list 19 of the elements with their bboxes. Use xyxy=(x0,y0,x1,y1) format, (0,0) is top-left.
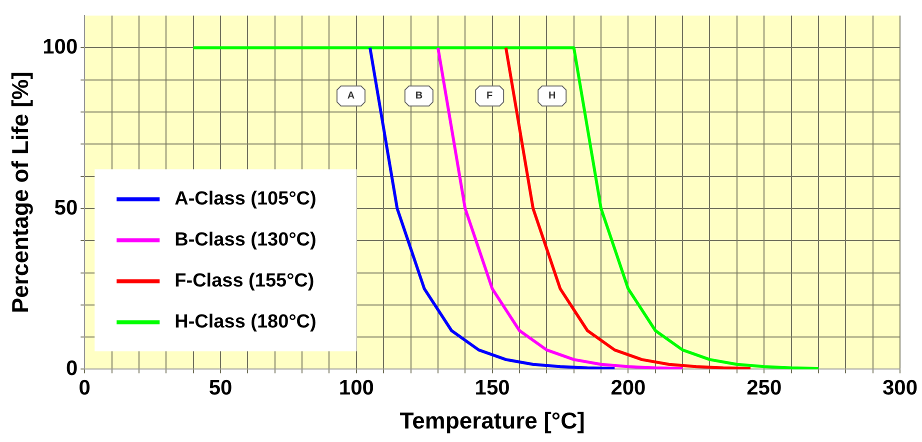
annotation: A xyxy=(347,90,355,102)
annotation: F xyxy=(486,90,493,102)
x-tick-label: 250 xyxy=(746,376,782,400)
legend-label: F-Class (155°C) xyxy=(174,270,314,292)
legend-label: A-Class (105°C) xyxy=(174,188,316,210)
annotation: H xyxy=(548,90,556,102)
y-tick-label: 50 xyxy=(54,196,78,220)
x-tick-label: 50 xyxy=(208,376,232,400)
y-axis-title: Percentage of Life [%] xyxy=(7,72,34,314)
legend-label: H-Class (180°C) xyxy=(174,311,316,332)
y-tick-label: 0 xyxy=(66,356,78,380)
annotation: B xyxy=(415,90,423,102)
legend-label: B-Class (130°C) xyxy=(174,229,316,250)
x-axis-title: Temperature [°C] xyxy=(400,408,585,434)
x-tick-label: 200 xyxy=(610,376,646,400)
x-tick-label: 100 xyxy=(338,376,374,400)
x-tick-label: 300 xyxy=(882,376,918,400)
y-tick-label: 100 xyxy=(42,36,78,59)
x-tick-label: 150 xyxy=(474,376,510,400)
